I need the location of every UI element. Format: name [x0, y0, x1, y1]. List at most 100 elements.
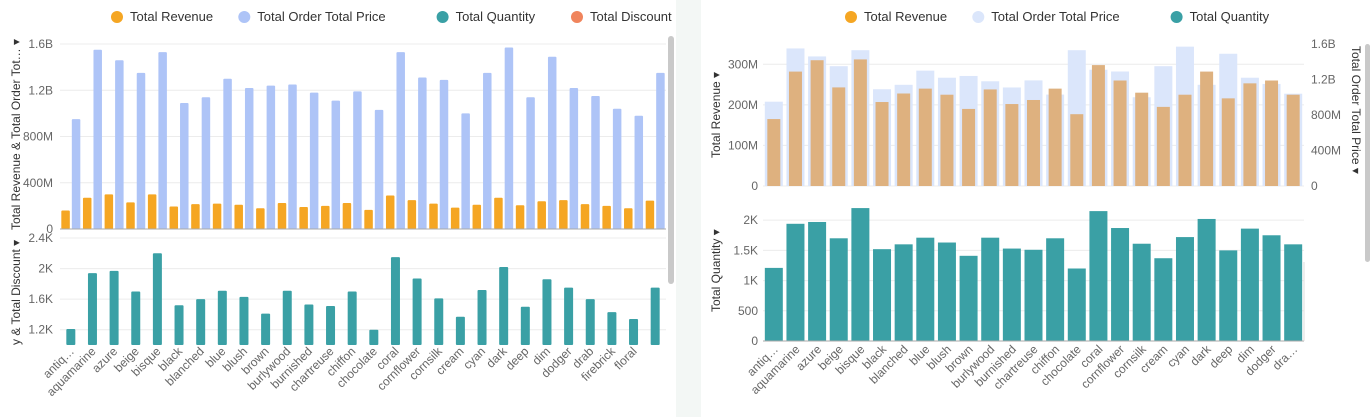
order-total-price-bar — [115, 60, 124, 229]
order-total-price-bar — [331, 100, 341, 229]
legend-marker-3 — [571, 11, 583, 23]
legend-label-0: Total Revenue — [864, 9, 947, 24]
legend-label-2: Total Quantity — [1190, 9, 1270, 24]
revenue-bar — [1070, 114, 1084, 186]
quantity-bar — [1111, 228, 1130, 341]
quantity-bar — [390, 257, 400, 345]
quantity-bar — [326, 306, 336, 345]
revenue-bar — [299, 207, 308, 229]
order-total-price-bar — [223, 78, 232, 229]
revenue-bar — [61, 210, 70, 229]
revenue-bar — [1178, 94, 1192, 186]
bottom-ytick-label: 2.4K — [28, 231, 53, 245]
top-ytick-label: 1.2B — [28, 83, 53, 97]
quantity-bar — [499, 267, 509, 345]
revenue-bar — [918, 88, 932, 186]
quantity-bar — [981, 237, 1000, 341]
revenue-bar — [983, 89, 997, 186]
top-left-ytick-label: 0 — [751, 179, 758, 193]
bottom-ytick-label: 1.2K — [28, 323, 53, 337]
revenue-bar — [321, 205, 330, 229]
revenue-bar — [1113, 80, 1127, 186]
revenue-bar — [832, 87, 846, 186]
revenue-bar — [450, 207, 460, 229]
revenue-bar — [472, 204, 482, 229]
bottom-ytick-label: 1.6K — [28, 292, 53, 306]
bottom-ytick-label: 0 — [751, 334, 758, 348]
order-total-price-bar — [288, 84, 297, 229]
revenue-bar — [897, 93, 911, 186]
revenue-bar — [767, 119, 781, 186]
bottom-y-axis-title: Total Quantity ▾ — [709, 229, 723, 312]
left-chart-svg: Total Revenue Total Order Total Price Tota… — [9, 9, 674, 399]
quantity-bar — [1154, 258, 1173, 341]
revenue-bar — [126, 202, 135, 229]
revenue-bar — [169, 206, 179, 229]
top-left-ytick-label: 300M — [728, 57, 758, 71]
revenue-bar — [1265, 80, 1279, 186]
quantity-bar — [282, 290, 292, 345]
top-ytick-label: 0 — [46, 222, 53, 236]
quantity-bar — [520, 306, 530, 345]
revenue-bar — [1048, 88, 1062, 186]
revenue-bar — [962, 108, 976, 186]
quantity-bar — [1089, 211, 1108, 341]
order-total-price-bar — [612, 108, 622, 229]
vertical-scrollbar-thumb — [1365, 44, 1370, 262]
quantity-bar — [1002, 248, 1021, 341]
quantity-bar — [412, 278, 422, 345]
quantity-bar — [959, 255, 978, 341]
quantity-bar — [217, 290, 227, 345]
quantity-bar — [764, 267, 783, 341]
revenue-bar — [602, 205, 611, 229]
bottom-ytick-label: 2K — [743, 213, 758, 227]
revenue-bar — [1286, 94, 1300, 186]
quantity-bar — [434, 298, 444, 345]
quantity-bar — [477, 289, 487, 345]
top-y-axis-title: Total Revenue & Total Order Tot… ▾ — [9, 39, 23, 230]
quantity-bar — [239, 296, 249, 345]
revenue-bar — [364, 209, 373, 229]
bottom-y-axis-title: y & Total Discount ▾ — [9, 240, 23, 345]
quantity-bar — [131, 291, 141, 345]
x-tick-label: cyan — [1164, 342, 1192, 370]
quantity-bar — [1132, 243, 1151, 341]
order-total-price-bar — [266, 85, 276, 229]
quantity-bar — [1197, 218, 1216, 341]
bottom-ytick-label: 500 — [738, 304, 758, 318]
order-total-price-bar — [93, 49, 102, 229]
x-tick-label: cyan — [460, 344, 488, 372]
order-total-price-bar — [309, 92, 319, 229]
quantity-bar — [564, 287, 574, 345]
top-left-y-axis-title: Total Revenue ▾ — [709, 72, 723, 158]
order-total-price-bar — [483, 72, 492, 229]
order-total-price-bar — [244, 87, 254, 229]
quantity-bar — [851, 208, 870, 341]
quantity-bar — [174, 305, 184, 345]
legend-marker-0 — [845, 11, 857, 23]
quantity-bar — [1262, 235, 1281, 341]
order-total-price-bar — [439, 79, 449, 229]
revenue-bar — [342, 202, 352, 229]
legend-marker-0 — [111, 11, 123, 23]
revenue-bar — [1005, 104, 1019, 186]
revenue-bar — [645, 200, 655, 229]
order-total-price-bar — [418, 77, 427, 229]
quantity-bar — [829, 238, 848, 341]
legend-marker-1 — [238, 11, 251, 23]
quantity-bar — [786, 223, 805, 341]
order-total-price-bar — [158, 52, 167, 229]
bottom-ytick-label: 2K — [38, 262, 53, 276]
order-total-price-bar — [71, 119, 81, 229]
quantity-bar — [347, 291, 357, 345]
x-tick-label: dra… — [1270, 342, 1301, 373]
x-tick-label: deep — [1207, 342, 1236, 371]
legend-label-0: Total Revenue — [130, 9, 213, 24]
revenue-bar — [624, 208, 633, 229]
top-right-ytick-label: 400M — [1311, 144, 1341, 158]
quantity-bar — [916, 237, 935, 341]
top-right-ytick-label: 1.2B — [1311, 73, 1336, 87]
quantity-bar — [808, 221, 827, 341]
revenue-bar — [853, 59, 867, 186]
revenue-bar — [277, 202, 287, 229]
